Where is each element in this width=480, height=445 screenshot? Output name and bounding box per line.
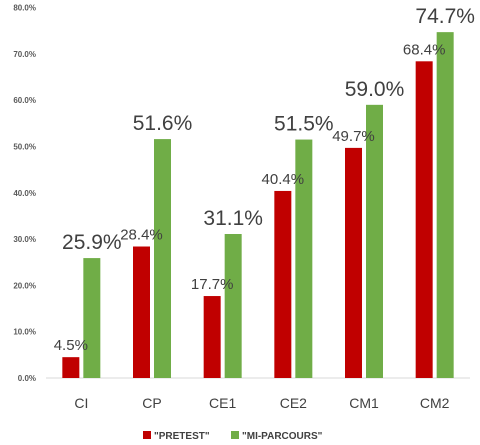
y-tick-label: 60.0%	[13, 96, 36, 105]
y-axis: 0.0% 10.0% 20.0% 30.0% 40.0% 50.0% 60.0% 70.0% 8…	[13, 4, 36, 383]
data-label-pretest: 28.4%	[120, 227, 163, 244]
category-label: CM2	[420, 395, 450, 411]
bar-mi-parcours	[224, 234, 242, 378]
data-label-mi-parcours: 51.5%	[274, 113, 334, 136]
bar-pretest	[62, 357, 80, 378]
bar-mi-parcours	[366, 104, 383, 378]
data-label-pretest: 68.4%	[403, 41, 446, 58]
bars	[62, 32, 454, 379]
x-axis: CI CP CE1 CE2 CM1 CM2	[74, 395, 449, 411]
bar-pretest	[133, 246, 150, 378]
bar-pretest	[345, 147, 362, 378]
data-label-mi-parcours: 31.1%	[203, 207, 263, 230]
legend-label-mi-parcours: "MI-PARCOURS"	[242, 431, 323, 442]
y-tick-label: 0.0%	[18, 374, 36, 383]
data-label-pretest: 17.7%	[191, 276, 234, 293]
y-tick-label: 20.0%	[13, 281, 36, 290]
bar-pretest	[274, 190, 292, 378]
bar-pretest	[415, 61, 433, 379]
legend: "PRETEST" "MI-PARCOURS"	[143, 431, 323, 442]
category-label: CM1	[349, 395, 379, 411]
category-label: CP	[142, 395, 161, 411]
data-label-pretest: 40.4%	[262, 171, 305, 188]
data-label-pretest: 49.7%	[332, 128, 375, 145]
y-tick-label: 70.0%	[13, 50, 36, 59]
data-label-mi-parcours: 59.0%	[345, 78, 405, 101]
bar-mi-parcours	[154, 139, 171, 378]
legend-label-pretest: "PRETEST"	[154, 431, 210, 442]
bar-pretest	[203, 296, 221, 378]
y-tick-label: 30.0%	[13, 235, 36, 244]
y-tick-label: 50.0%	[13, 143, 36, 152]
y-tick-label: 10.0%	[13, 328, 36, 337]
data-label-mi-parcours: 74.7%	[415, 5, 475, 28]
legend-swatch-mi-parcours	[231, 431, 239, 439]
data-labels: 4.5% 25.9%28.4% 51.6% 17.7% 31.1% 40.4% 51.5%4…	[54, 5, 475, 354]
category-label: CI	[74, 395, 88, 411]
y-tick-label: 40.0%	[13, 189, 36, 198]
data-label-pretest: 4.5%	[54, 337, 88, 354]
bar-mi-parcours	[295, 139, 313, 378]
data-label-mi-parcours: 25.9%	[62, 231, 122, 254]
bar-mi-parcours	[83, 258, 101, 378]
legend-swatch-pretest	[143, 431, 151, 439]
y-tick-label: 80.0%	[13, 4, 36, 13]
data-label-mi-parcours: 51.6%	[133, 112, 193, 135]
bar-mi-parcours	[436, 32, 454, 378]
category-label: CE2	[280, 395, 307, 411]
category-label: CE1	[209, 395, 236, 411]
